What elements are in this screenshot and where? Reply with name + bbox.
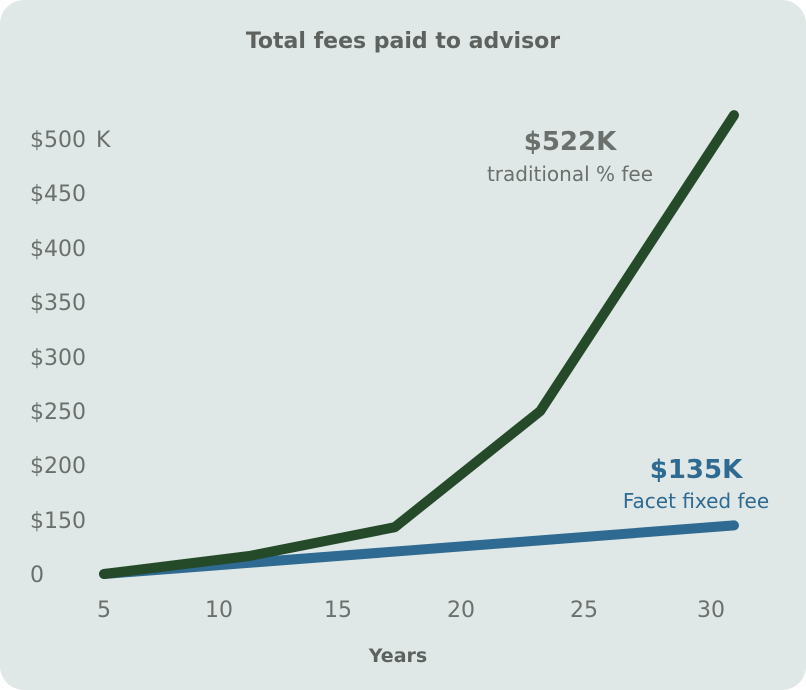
- series-lines: [99, 110, 739, 579]
- y-tick-unit-suffix: K: [96, 128, 111, 153]
- x-tick-label: 10: [205, 598, 233, 623]
- y-tick-label: $200: [30, 454, 86, 479]
- x-tick-label: 5: [97, 598, 111, 623]
- y-tick-label: 0: [30, 563, 44, 588]
- traditional-fee-text-label: traditional % fee: [487, 162, 653, 186]
- x-axis-label: Years: [368, 645, 427, 667]
- facet-fee-value-label: $135K: [650, 455, 743, 485]
- x-tick-label: 25: [570, 598, 598, 623]
- y-tick-label: $400: [30, 237, 86, 262]
- x-tick-label: 15: [324, 598, 352, 623]
- chart-title: Total fees paid to advisor: [246, 29, 560, 54]
- y-axis-ticks: 0 $150 $200 $250 $300 $350 $400 $450 $500 K: [30, 128, 111, 588]
- x-tick-label: 20: [447, 598, 475, 623]
- x-tick-label: 30: [697, 598, 725, 623]
- x-axis-ticks: 5 10 15 20 25 30: [97, 598, 725, 623]
- y-tick-label: $350: [30, 291, 86, 316]
- traditional-fee-value-label: $522K: [524, 127, 617, 157]
- traditional-fee-line: [99, 110, 739, 579]
- y-tick-label: $150: [30, 509, 86, 534]
- y-tick-label: $500: [30, 128, 86, 153]
- y-tick-label: $250: [30, 400, 86, 425]
- facet-fee-text-label: Facet fixed fee: [623, 489, 769, 513]
- y-tick-label: $450: [30, 182, 86, 207]
- y-tick-label: $300: [30, 346, 86, 371]
